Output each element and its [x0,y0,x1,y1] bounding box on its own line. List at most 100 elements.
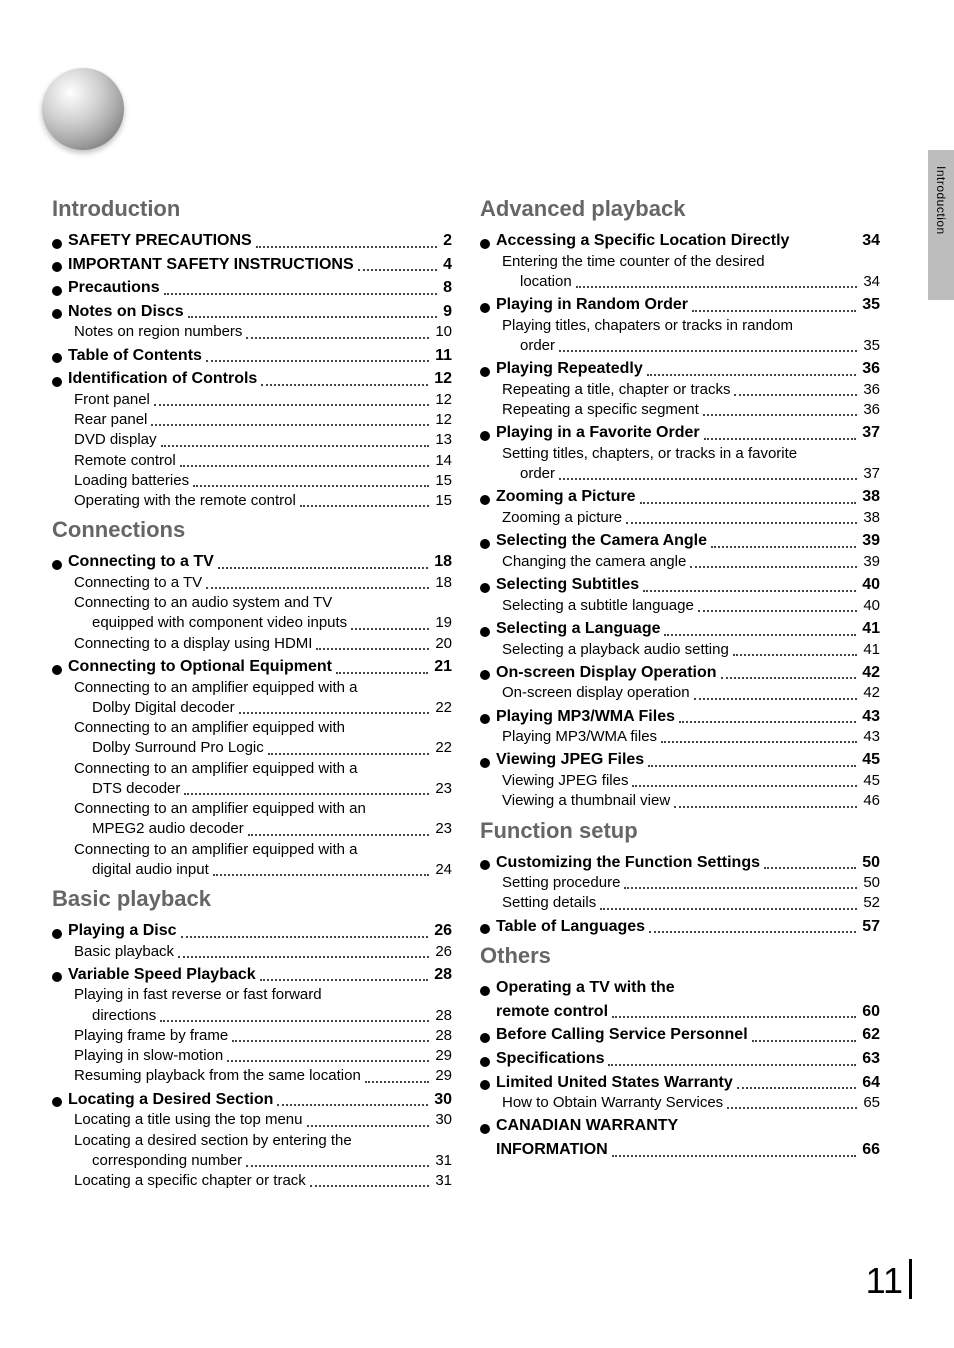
toc-entry-sub[interactable]: Setting titles, chapters, or tracks in a… [480,444,880,485]
toc-entry-sub[interactable]: Viewing a thumbnail view46 [480,791,880,811]
toc-entry-label: Precautions [68,277,160,299]
toc-entry-label: Setting titles, chapters, or tracks in a… [502,444,797,464]
toc-entry-bold[interactable]: Playing in Random Order35 [480,294,880,316]
toc-entry-label: Locating a specific chapter or track [74,1171,306,1191]
toc-entry-sub[interactable]: Notes on region numbers10 [52,322,452,342]
toc-entry-bold[interactable]: Selecting the Camera Angle39 [480,530,880,552]
toc-entry-sub[interactable]: Connecting to an amplifier equipped with… [52,678,452,719]
toc-entry-label: Identification of Controls [68,368,257,390]
toc-entry-sub[interactable]: Rear panel12 [52,410,452,430]
toc-entry-bold[interactable]: Playing MP3/WMA Files43 [480,706,880,728]
toc-entry-sub[interactable]: Connecting to an amplifier equipped with… [52,759,452,800]
toc-entry-sub[interactable]: Playing frame by frame28 [52,1026,452,1046]
toc-entry-sub[interactable]: Basic playback26 [52,942,452,962]
toc-entry-bold[interactable]: Playing in a Favorite Order37 [480,422,880,444]
toc-entry-sub[interactable]: Resuming playback from the same location… [52,1066,452,1086]
toc-entry-sub[interactable]: Playing in fast reverse or fast forwardd… [52,985,452,1026]
toc-entry-bold[interactable]: Identification of Controls12 [52,368,452,390]
decorative-sphere [42,68,124,150]
toc-entry-sub[interactable]: Connecting to a display using HDMI20 [52,634,452,654]
toc-entry-sub[interactable]: Locating a title using the top menu30 [52,1110,452,1130]
toc-entry-bold[interactable]: IMPORTANT SAFETY INSTRUCTIONS4 [52,254,452,276]
toc-entry-sub[interactable]: Playing in slow-motion29 [52,1046,452,1066]
toc-entry-bold[interactable]: Customizing the Function Settings50 [480,852,880,874]
toc-entry-label: Operating a TV with the [496,977,675,999]
toc-entry-sub[interactable]: Selecting a playback audio setting41 [480,640,880,660]
toc-entry-bold[interactable]: CANADIAN WARRANTYINFORMATION66 [480,1115,880,1160]
toc-entry-sub[interactable]: Remote control14 [52,451,452,471]
toc-entry-sub[interactable]: Repeating a title, chapter or tracks36 [480,380,880,400]
bullet-icon [480,431,490,441]
toc-entry-sub[interactable]: Viewing JPEG files45 [480,771,880,791]
toc-leader [608,1064,856,1066]
toc-entry-sub[interactable]: Connecting to an amplifier equipped with… [52,840,452,881]
toc-entry-sub[interactable]: Front panel12 [52,390,452,410]
toc-entry-bold[interactable]: Connecting to a TV18 [52,551,452,573]
toc-entry-sub[interactable]: Playing titles, chapaters or tracks in r… [480,316,880,357]
toc-entry-bold[interactable]: On-screen Display Operation42 [480,662,880,684]
toc-entry-bold[interactable]: Playing Repeatedly36 [480,358,880,380]
toc-entry-sub[interactable]: Setting procedure50 [480,873,880,893]
toc-entry-page: 18 [432,551,452,573]
toc-entry-label: Viewing JPEG Files [496,749,644,771]
toc-entry-bold[interactable]: Accessing a Specific Location Directly34 [480,230,880,252]
toc-leader [246,1165,429,1167]
toc-leader [640,502,857,504]
bullet-icon [480,670,490,680]
toc-leader [188,316,438,318]
toc-entry-sub[interactable]: Connecting to a TV18 [52,573,452,593]
toc-entry-sub[interactable]: Locating a desired section by entering t… [52,1131,452,1172]
toc-entry-bold[interactable]: Viewing JPEG Files45 [480,749,880,771]
toc-entry-sub[interactable]: Changing the camera angle39 [480,552,880,572]
toc-leader [698,610,858,612]
toc-entry-sub[interactable]: DVD display13 [52,430,452,450]
toc-entry-sub[interactable]: Zooming a picture38 [480,508,880,528]
toc-entry-page: 28 [432,964,452,986]
toc-leader [648,765,856,767]
toc-entry-sub[interactable]: How to Obtain Warranty Services65 [480,1093,880,1113]
toc-entry-label: Selecting Subtitles [496,574,639,596]
toc-entry-sub[interactable]: Repeating a specific segment36 [480,400,880,420]
toc-entry-sub[interactable]: Connecting to an amplifier equipped with… [52,799,452,840]
toc-entry-sub[interactable]: Connecting to an amplifier equipped with… [52,718,452,759]
toc-entry-sub[interactable]: On-screen display operation42 [480,683,880,703]
toc-entry-page: 37 [860,422,880,444]
toc-entry-bold[interactable]: Playing a Disc26 [52,920,452,942]
toc-entry-sub[interactable]: Loading batteries15 [52,471,452,491]
toc-entry-bold[interactable]: Specifications63 [480,1048,880,1070]
toc-entry-sub[interactable]: Entering the time counter of the desired… [480,252,880,293]
toc-entry-sub[interactable]: Setting details52 [480,893,880,913]
toc-entry-bold[interactable]: Notes on Discs9 [52,301,452,323]
toc-entry-page: 37 [861,464,880,484]
toc-entry-bold[interactable]: Selecting Subtitles40 [480,574,880,596]
toc-entry-page: 41 [860,618,880,640]
toc-entry-label: Table of Contents [68,345,202,367]
toc-entry-sub[interactable]: Selecting a subtitle language40 [480,596,880,616]
toc-entry-page: 40 [861,596,880,616]
toc-entry-bold[interactable]: Zooming a Picture38 [480,486,880,508]
toc-entry-label: Selecting a Language [496,618,660,640]
toc-entry-bold[interactable]: Selecting a Language 41 [480,618,880,640]
toc-entry-bold[interactable]: Limited United States Warranty64 [480,1072,880,1094]
toc-leader [703,414,858,416]
toc-entry-bold[interactable]: SAFETY PRECAUTIONS2 [52,230,452,252]
toc-leader [365,1081,430,1083]
toc-entry-bold[interactable]: Before Calling Service Personnel62 [480,1024,880,1046]
toc-entry-bold[interactable]: Variable Speed Playback28 [52,964,452,986]
toc-entry-page: 60 [860,1001,880,1023]
toc-entry-bold[interactable]: Table of Languages57 [480,916,880,938]
toc-entry-bold[interactable]: Table of Contents11 [52,345,452,367]
toc-entry-page: 29 [433,1066,452,1086]
toc-entry-sub[interactable]: Locating a specific chapter or track31 [52,1171,452,1191]
toc-entry-bold[interactable]: Connecting to Optional Equipment21 [52,656,452,678]
bullet-icon [52,239,62,249]
toc-leader [151,424,429,426]
toc-entry-bold[interactable]: Locating a Desired Section30 [52,1089,452,1111]
toc-entry-sub[interactable]: Playing MP3/WMA files43 [480,727,880,747]
toc-entry-sub[interactable]: Connecting to an audio system and TVequi… [52,593,452,634]
toc-leader [647,374,856,376]
toc-entry-bold[interactable]: Precautions8 [52,277,452,299]
toc-entry-sub[interactable]: Operating with the remote control15 [52,491,452,511]
toc-entry-bold[interactable]: Operating a TV with theremote control60 [480,977,880,1022]
bullet-icon [480,1033,490,1043]
